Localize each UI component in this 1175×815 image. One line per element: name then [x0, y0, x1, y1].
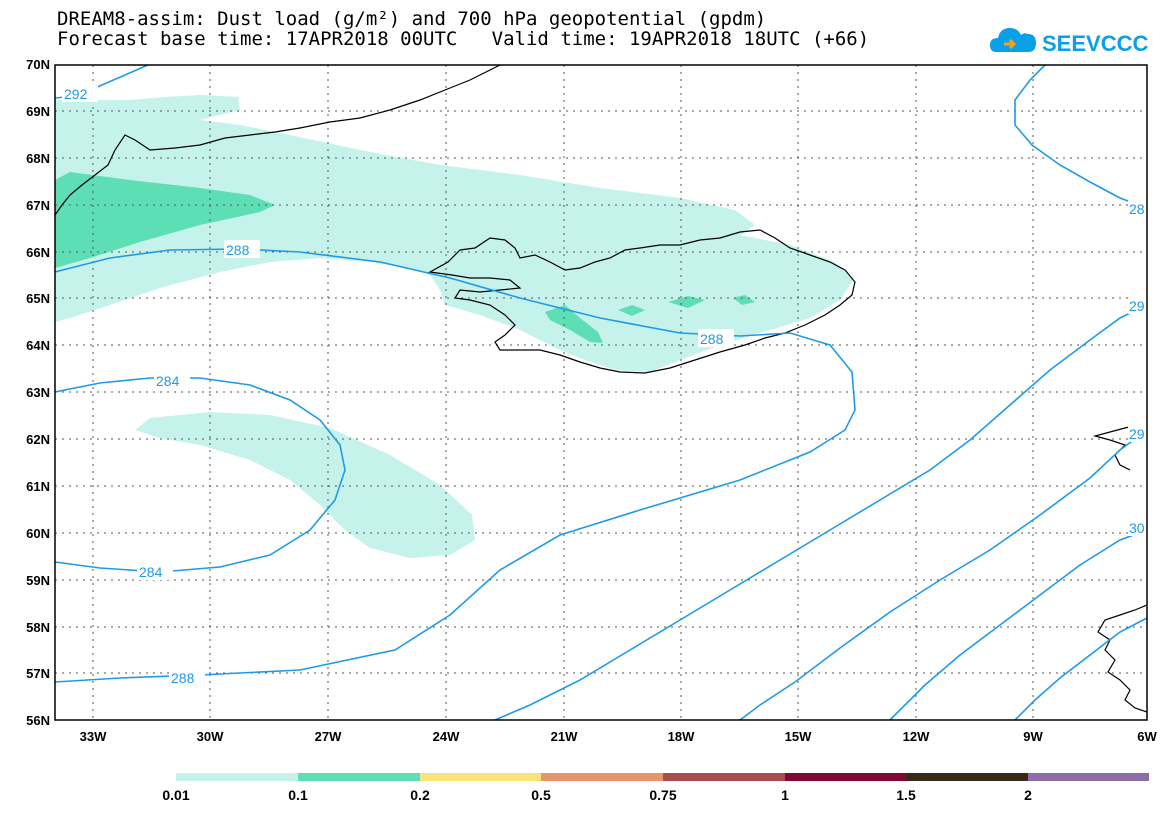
lon-label: 27W [315, 729, 342, 744]
contour-29b-east [739, 429, 1147, 720]
map-frame [54, 64, 1148, 721]
coastline-norway-south [1097, 604, 1147, 713]
legend-label: 1 [781, 787, 789, 803]
contour-30-east [889, 529, 1147, 720]
geopotential-contours [55, 65, 1147, 720]
legend-label: 0.01 [162, 787, 189, 803]
lat-label: 69N [26, 104, 50, 119]
lon-label: 18W [668, 729, 695, 744]
contour-30b-east [1014, 617, 1147, 720]
contour-label-288-north: 288 [226, 242, 250, 258]
logo-text: SEEVCCC [1042, 31, 1148, 56]
lat-label: 65N [26, 291, 50, 306]
arrow-icon [1004, 38, 1017, 50]
legend-swatch [1028, 773, 1149, 781]
legend-swatch [420, 773, 541, 781]
lat-label: 63N [26, 385, 50, 400]
coastlines [55, 65, 1147, 713]
contour-label-288-south: 288 [171, 670, 195, 686]
contour-label-284-south: 284 [139, 564, 163, 580]
cloud-icon [990, 28, 1036, 52]
dust-area-north [55, 95, 853, 372]
color-legend: 0.01 0.1 0.2 0.5 0.75 1 1.5 2 [162, 773, 1149, 803]
lat-label: 61N [26, 479, 50, 494]
lat-label: 70N [26, 57, 50, 72]
lon-label: 6W [1137, 729, 1157, 744]
coastline-greenland [55, 65, 501, 216]
lon-label: 33W [80, 729, 107, 744]
legend-label: 0.2 [410, 787, 430, 803]
lon-label: 12W [903, 729, 930, 744]
legend-swatch [541, 773, 663, 781]
lat-label: 60N [26, 526, 50, 541]
lon-label: 30W [197, 729, 224, 744]
lon-label: 21W [551, 729, 578, 744]
legend-label: 0.5 [531, 787, 551, 803]
map-title: DREAM8-assim: Dust load (g/m²) and 700 h… [57, 8, 767, 30]
contour-29-east [494, 304, 1147, 720]
lat-label: 57N [26, 666, 50, 681]
lat-label: 56N [26, 713, 50, 728]
dust-area-south [135, 412, 475, 558]
contour-label-29b-east: 29 [1129, 426, 1145, 442]
lat-label: 66N [26, 245, 50, 260]
contour-label-292: 292 [64, 86, 88, 102]
legend-label: 0.1 [288, 787, 308, 803]
legend-label: 1.5 [896, 787, 916, 803]
dust-shading [55, 95, 853, 558]
seevccc-logo: SEEVCCC [990, 28, 1148, 56]
contour-label-30-east: 30 [1129, 520, 1145, 536]
contour-288-north [55, 248, 856, 683]
lat-label: 68N [26, 151, 50, 166]
lon-label: 24W [433, 729, 460, 744]
contour-label-group: 292 288 284 284 288 288 28 29 29 30 [62, 84, 1147, 686]
contour-28-east [1014, 65, 1147, 209]
lat-label: 67N [26, 198, 50, 213]
lon-label: 15W [785, 729, 812, 744]
lat-label: 62N [26, 432, 50, 447]
legend-swatch [785, 773, 906, 781]
coastline-iceland [428, 229, 856, 374]
lat-label: 58N [26, 620, 50, 635]
legend-swatch [176, 773, 298, 781]
contour-label-29-east: 29 [1129, 298, 1145, 314]
contour-label-284-north: 284 [156, 373, 180, 389]
dust-patch-4 [733, 295, 755, 305]
lat-label: 59N [26, 573, 50, 588]
dust-patch-3 [668, 296, 705, 308]
legend-swatch [906, 773, 1028, 781]
latitude-labels: 70N 69N 68N 67N 66N 65N 64N 63N 62N 61N … [26, 57, 50, 728]
longitude-labels: 33W 30W 27W 24W 21W 18W 15W 12W 9W 6W [80, 729, 1158, 744]
legend-swatch [298, 773, 420, 781]
contour-label-288-iceland: 288 [700, 331, 724, 347]
dust-area-dense-nw [55, 172, 275, 268]
dust-patch-2 [618, 305, 645, 316]
map-subtitle: Forecast base time: 17APR2018 00UTC Vali… [57, 28, 870, 50]
lon-label: 9W [1023, 729, 1043, 744]
lat-label: 64N [26, 338, 50, 353]
legend-label: 2 [1024, 787, 1032, 803]
contour-label-28-east: 28 [1129, 201, 1145, 217]
legend-label: 0.75 [649, 787, 676, 803]
legend-swatch [663, 773, 785, 781]
dust-patch-1 [545, 305, 603, 343]
